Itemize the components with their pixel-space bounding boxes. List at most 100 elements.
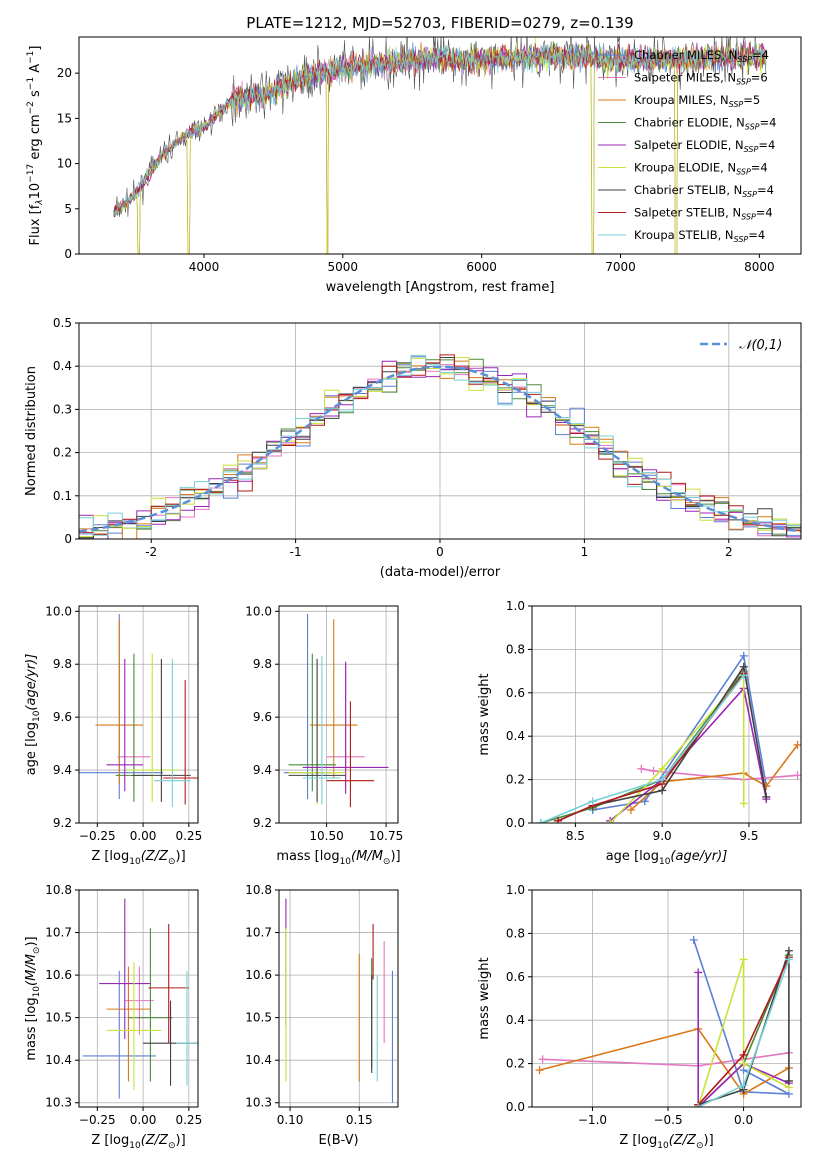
legend-label-chabrier-elodie: Chabrier ELODIE, NSSP=4 (634, 116, 776, 132)
x-tick-label: 0.10 (277, 1113, 304, 1127)
y-axis-label: Flux [fλ10−17 erg cm−2 s−1 A−1] (26, 46, 45, 246)
legend-label-kroupa-elodie: Kroupa ELODIE, NSSP=4 (634, 161, 768, 177)
y-tick-label: 0.1 (53, 489, 72, 503)
weight-line-kroupa-stelib (540, 674, 745, 823)
x-tick-label: −0.5 (653, 1113, 682, 1127)
legend-label-chabrier-stelib: Chabrier STELIB, NSSP=4 (634, 183, 774, 199)
axes-frame (78, 605, 199, 824)
age-vs-mass-axes: 10.50 10.75 9.2 9.4 9.6 9.8 10.0 mass [log10(M/… (245, 604, 403, 867)
spectrum-axes: 4000 5000 6000 7000 8000 0 5 10 15 20 wavelength [… (26, 36, 802, 295)
legend-label-salpeter-elodie: Salpeter ELODIE, NSSP=4 (634, 138, 775, 154)
weight-line-salpeter-elodie (609, 686, 768, 822)
y-tick-label: 0.4 (53, 359, 72, 373)
weight-line-kroupa-miles (539, 1027, 790, 1096)
x-tick-label: −1.0 (578, 1113, 607, 1127)
weight-marker-kroupa-stelib (658, 775, 667, 784)
weight-line-kroupa-elodie (697, 959, 790, 1107)
x-tick-label: -1 (290, 545, 302, 559)
y-tick-label: 9.6 (53, 710, 72, 724)
y-tick-label: 10.7 (45, 926, 72, 940)
normal-curve (79, 365, 801, 533)
weight-vs-z-plot-area (535, 935, 793, 1107)
x-axis-label: Z [log10(Z/Z⊙)] (91, 849, 185, 867)
y-tick-label: 0.5 (53, 316, 72, 330)
weight-marker-salpeter-miles (538, 1055, 547, 1064)
x-tick-label: 6000 (466, 260, 497, 274)
y-tick-label: 0.2 (53, 446, 72, 460)
x-tick-label: 4000 (189, 260, 220, 274)
x-tick-label: 8000 (744, 260, 775, 274)
mass-vs-z-plot-area (82, 898, 198, 1099)
mass-vs-ebv-plot-area (285, 898, 394, 1103)
x-axis-label: wavelength [Angstrom, rest frame] (326, 280, 555, 295)
y-tick-label: 10.3 (45, 1096, 72, 1110)
weight-marker-chabrier-miles (689, 935, 698, 944)
axes-frame (78, 36, 802, 255)
spectrum-line-kroupa-stelib (113, 41, 767, 216)
y-tick-label: 10.4 (245, 1053, 272, 1067)
y-tick-label: 10.0 (45, 604, 72, 618)
y-tick-label: 0.4 (506, 1013, 525, 1027)
mass-vs-ebv-axes: 0.10 0.15 10.3 10.4 10.5 10.6 10.7 10.8 E(B-V) (245, 883, 399, 1148)
x-tick-label: 5000 (328, 260, 359, 274)
weight-marker-kroupa-elodie (739, 1059, 748, 1068)
weight-marker-chabrier-miles (739, 651, 748, 660)
x-tick-label: 0.15 (346, 1113, 373, 1127)
axes-frame (278, 605, 399, 824)
y-tick-label: 5 (64, 202, 72, 216)
x-tick-label: −0.25 (79, 1113, 116, 1127)
y-tick-label: 9.2 (253, 816, 272, 830)
y-axis-label: age [log10(age/yr)] (24, 654, 42, 776)
weight-marker-kroupa-stelib (739, 1081, 748, 1090)
x-axis-label: age [log10(age/yr)] (606, 849, 728, 867)
y-tick-label: 0.6 (506, 686, 525, 700)
y-tick-label: 10.6 (45, 968, 72, 982)
y-tick-label: 0.0 (506, 1100, 525, 1114)
weight-marker-kroupa-stelib (536, 819, 545, 823)
x-tick-label: 0.0 (734, 1113, 753, 1127)
weight-line-salpeter-stelib (557, 672, 745, 822)
weight-marker-kroupa-stelib (588, 797, 597, 806)
weight-line-chabrier-miles (592, 653, 768, 811)
x-axis-label: mass [log10(M/M⊙)] (276, 849, 400, 867)
y-tick-label: 0.3 (53, 402, 72, 416)
y-tick-label: 10.6 (245, 968, 272, 982)
x-tick-label: 8.5 (566, 829, 585, 843)
x-axis-label: Z [log10(Z/Z⊙)] (91, 1133, 185, 1151)
weight-vs-age-axes: 8.5 9.0 9.5 0.0 0.2 0.4 0.6 0.8 1.0 age [log10(ag… (477, 599, 802, 867)
weight-marker-chabrier-miles (640, 797, 649, 806)
residuals-plot-area (79, 354, 801, 539)
x-tick-label: 0.25 (175, 829, 202, 843)
y-tick-label: 1.0 (506, 883, 525, 897)
x-tick-label: −0.25 (79, 829, 116, 843)
legend-label-kroupa-stelib: Kroupa STELIB, NSSP=4 (634, 228, 765, 244)
y-tick-label: 10.7 (245, 926, 272, 940)
y-tick-label: 9.2 (53, 816, 72, 830)
x-tick-label: 10.50 (309, 829, 343, 843)
y-tick-label: 0.0 (506, 816, 525, 830)
y-tick-label: 10 (57, 157, 72, 171)
y-tick-label: 10.3 (245, 1096, 272, 1110)
weight-marker-salpeter-miles (637, 764, 646, 773)
weight-marker-kroupa-miles (626, 805, 635, 814)
x-tick-label: 2 (725, 545, 733, 559)
x-tick-label: 10.75 (369, 829, 403, 843)
weight-marker-kroupa-stelib (739, 671, 748, 680)
x-tick-label: 9.5 (739, 829, 758, 843)
y-tick-label: 10.8 (245, 883, 272, 897)
axes-frame (78, 889, 199, 1108)
weight-marker-kroupa-stelib (784, 955, 793, 964)
y-tick-label: 0.8 (506, 926, 525, 940)
weight-vs-age-plot-area (536, 651, 801, 823)
x-tick-label: 1 (581, 545, 589, 559)
x-axis-label: E(B-V) (318, 1133, 358, 1148)
weight-marker-chabrier-stelib (762, 792, 771, 801)
x-tick-label: 0 (436, 545, 444, 559)
x-axis-label: Z [log10(Z/Z⊙)] (619, 1133, 713, 1151)
y-tick-label: 0.2 (506, 773, 525, 787)
y-tick-label: 20 (57, 66, 72, 80)
mass-vs-z-axes: −0.25 0.00 0.25 10.3 10.4 10.5 10.6 10.7 10.8 Z [… (24, 883, 202, 1151)
age-vs-z-axes: −0.25 0.00 0.25 9.2 9.4 9.6 9.8 10.0 Z [log10(Z/… (24, 604, 202, 867)
weight-marker-salpeter-elodie (694, 968, 703, 977)
y-axis-label: mass weight (477, 957, 492, 1039)
